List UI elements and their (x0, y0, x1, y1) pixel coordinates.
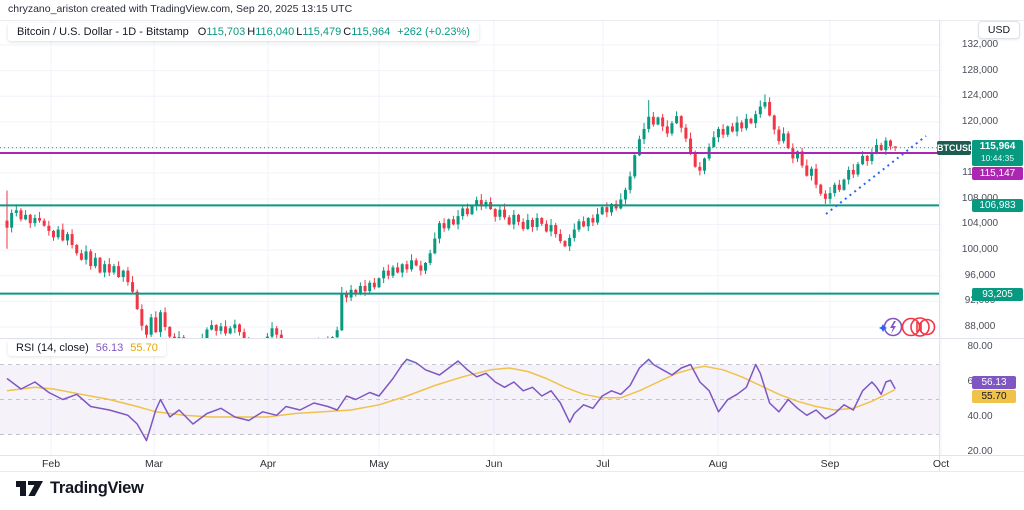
vertical-gridlines (50, 20, 942, 455)
rsi-value-badge: 56.13 (972, 376, 1016, 389)
purple-level-badge: 115,147 (972, 167, 1023, 180)
month-label-mar: Mar (144, 458, 164, 470)
rsi-band (0, 364, 939, 435)
ohlc-number: 116,040 (255, 26, 295, 38)
ohlc-number: 115,964 (351, 26, 391, 38)
lightning-sticker[interactable] (879, 317, 903, 337)
reaction-sticker[interactable] (901, 317, 936, 337)
candlesticks (5, 94, 897, 338)
price-tick-label: 120,000 (961, 115, 999, 127)
price-tick-label: 104,000 (961, 218, 999, 230)
price-tick-label: 132,000 (961, 39, 999, 50)
support-level-badge-1: 106,983 (972, 199, 1023, 212)
price-tick-label: 128,000 (961, 64, 999, 76)
price-tick-label: 124,000 (961, 90, 999, 102)
symbol-title[interactable]: Bitcoin / U.S. Dollar - 1D - Bitstamp (17, 26, 189, 38)
rsi-tick-label: 80.00 (967, 341, 993, 352)
price-tick-label: 108,000 (941, 193, 1019, 204)
month-label-jul: Jul (596, 458, 610, 470)
tradingview-logo-icon (16, 481, 43, 496)
tradingview-logo-text: TradingView (50, 479, 144, 497)
ohlc-values: O115,703 H116,040 L115,479 C115,964 (196, 26, 390, 38)
month-label-apr: Apr (259, 458, 277, 470)
month-label-aug: Aug (708, 458, 728, 470)
price-tick-label: 96,000 (964, 269, 996, 281)
ohlc-number: 115,703 (206, 26, 246, 38)
ohlc-letter: O (197, 26, 207, 38)
support-level-badge-2: 93,205 (972, 288, 1023, 301)
attribution-text: chryzano_ariston created with TradingVie… (8, 3, 353, 15)
rsi-legend[interactable]: RSI (14, close) 56.13 55.70 (8, 340, 166, 356)
rsi-ma-value-badge: 55.70 (972, 390, 1016, 403)
rsi-title[interactable]: RSI (14, close) (16, 342, 89, 354)
ohlc-letter: C (343, 26, 352, 38)
ohlc-number: 115,479 (302, 26, 342, 38)
symbol-badge: BTCUSD (937, 141, 975, 155)
month-label-sep: Sep (820, 458, 840, 470)
last-price-value: 115,964 (979, 141, 1016, 152)
month-label-jun: Jun (485, 458, 503, 470)
tradingview-branding[interactable]: TradingView (16, 479, 144, 498)
chart-legend[interactable]: Bitcoin / U.S. Dollar - 1D - Bitstamp O1… (8, 23, 479, 41)
ohlc-letter: H (247, 26, 256, 38)
rsi-value: 56.13 (95, 342, 124, 354)
rsi-line (6, 358, 896, 442)
pane-separators (0, 20, 1024, 472)
time-axis[interactable]: Feb Mar Apr May Jun Jul Aug Sep Oct (0, 456, 949, 472)
ohlc-letter: L (296, 26, 303, 38)
currency-button[interactable]: USD (978, 21, 1020, 39)
rsi-ma-value: 55.70 (130, 342, 158, 354)
month-label-may: May (369, 458, 389, 470)
month-label-feb: Feb (41, 458, 61, 470)
rsi-tick-label: 20.00 (967, 446, 993, 457)
price-gridlines (0, 44, 939, 328)
change-value: +262 (+0.23%) (397, 26, 470, 38)
price-tick-label: 100,000 (961, 244, 999, 256)
bar-countdown: 10:44:35 (980, 153, 1015, 163)
rsi-ma-line (6, 365, 896, 418)
rsi-tick-label: 40.00 (967, 411, 993, 422)
price-tick-label: 88,000 (964, 321, 996, 332)
last-price-badge: 115,964 10:44:35 (972, 140, 1023, 166)
month-label-oct: Oct (932, 458, 950, 470)
